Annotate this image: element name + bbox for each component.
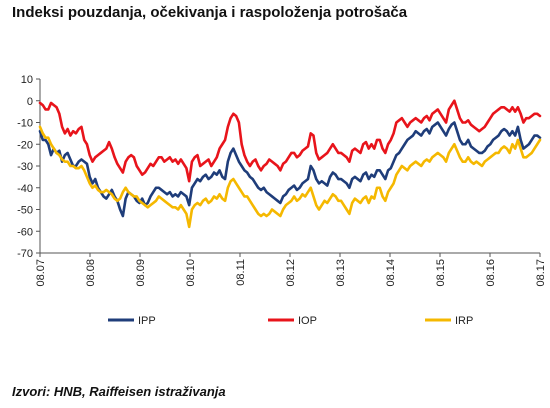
y-tick-label: -20: [17, 139, 33, 151]
x-axis-ticks: 08.07 08.08 08.09 08.10 08.11 08.12 08.13 08.14…: [35, 253, 547, 287]
y-axis-ticks: 10 0 -10 -20 -30 -40 -50 -60 -70: [17, 74, 40, 260]
chart-title: Indeksi pouzdanja, očekivanja i raspolož…: [12, 4, 408, 21]
x-tick-label: 08.08: [85, 259, 97, 287]
legend-label-iop: IOP: [298, 315, 317, 327]
x-tick-label: 08.10: [185, 259, 197, 287]
x-tick-label: 08.13: [335, 259, 347, 287]
series-line-iop: [38, 99, 542, 183]
legend: IPP IOP IRP: [108, 315, 473, 327]
legend-label-ipp: IPP: [138, 315, 156, 327]
series-line-irp: [38, 125, 542, 229]
x-tick-label: 08.14: [385, 259, 397, 287]
series-lines: [38, 99, 542, 229]
x-tick-label: 08.09: [135, 259, 147, 287]
legend-label-irp: IRP: [455, 315, 473, 327]
source-note: Izvori: HNB, Raiffeisen istraživanja: [12, 384, 226, 399]
y-tick-label: -10: [17, 118, 33, 130]
x-tick-label: 08.12: [285, 259, 297, 287]
x-tick-label: 08.11: [235, 259, 247, 286]
x-tick-label: 08.16: [485, 259, 497, 287]
y-tick-label: 10: [21, 74, 33, 86]
y-tick-label: 0: [27, 96, 33, 108]
chart-axes: [39, 79, 540, 254]
y-tick-label: -40: [17, 183, 33, 195]
y-tick-label: -50: [17, 205, 33, 217]
y-tick-label: -30: [17, 161, 33, 173]
series-line-ipp: [38, 121, 542, 218]
x-tick-label: 08.15: [435, 259, 447, 287]
x-tick-label: 08.07: [35, 259, 47, 287]
x-tick-label: 08.17: [535, 259, 547, 287]
y-tick-label: -60: [17, 226, 33, 238]
y-tick-label: -70: [17, 248, 33, 260]
